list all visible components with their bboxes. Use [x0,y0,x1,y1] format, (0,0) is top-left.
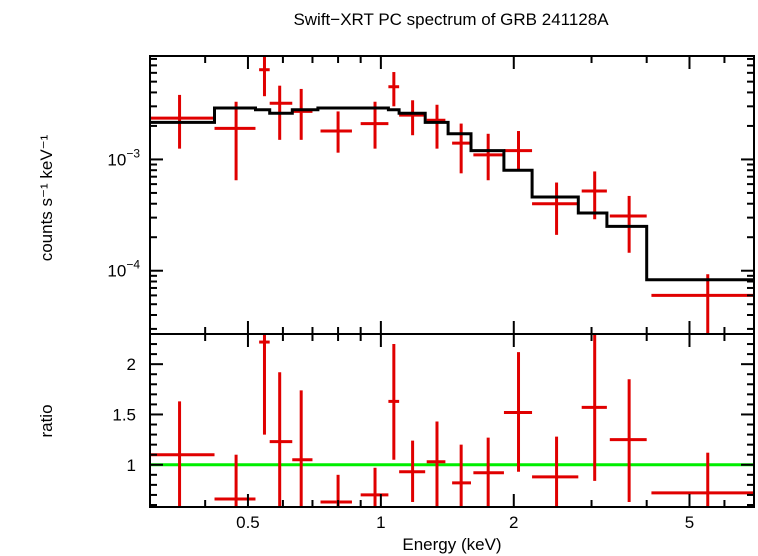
spectrum-data-layer [150,56,754,334]
energy-x-tick-label: 1 [376,513,385,532]
spectrum-data-point [388,72,400,107]
spectrum-data-point [360,101,389,149]
energy-x-tick-labels: 0.5 1 2 5 [236,513,694,532]
ratio-y-tick-label: 2 [127,355,136,374]
ratio-y-tick-label: 1 [127,456,136,475]
energy-x-tick-label: 0.5 [236,513,260,532]
spectrum-data-point [426,104,446,149]
spectrum-data-point [651,274,754,334]
spectrum-data-point [292,88,313,140]
ratio-data-point [532,436,579,507]
spectrum-panel-frame [149,55,755,335]
spectrum-y-axis-label: counts s⁻¹ keV⁻¹ [37,134,56,261]
spectrum-data-point [581,171,607,220]
spectrum-data-point [609,195,647,253]
ratio-data-point [503,352,533,472]
ratio-data-point [214,454,256,507]
spectrum-y-tick-label: 10−3 [107,146,140,169]
ratio-data-point [651,452,754,507]
ratio-data-point [609,379,647,502]
spectrum-y-tick-label: 10−4 [107,258,140,281]
ratio-data-layer [150,334,754,507]
energy-x-tick-label: 5 [685,513,694,532]
ratio-panel-frame [149,333,755,508]
ratio-data-point [320,474,352,507]
spectrum-data-point [399,100,426,136]
ratio-y-tick-label: 1.5 [112,405,136,424]
spectrum-ticks [149,56,755,334]
spectrum-data-point [452,123,471,174]
model-layer [150,106,754,282]
spectrum-y-tick-labels: 10−3 10−4 [107,146,140,280]
ratio-y-axis-label: ratio [37,404,56,437]
model-step-line [150,106,754,282]
chart-title: Swift−XRT PC spectrum of GRB 241128A [293,10,609,29]
ratio-data-point [150,401,215,507]
spectrum-data-point [473,133,504,181]
ratio-data-point [452,444,471,507]
ratio-ticks [149,333,755,507]
ratio-data-point [399,440,426,502]
spectrum-data-point [259,56,270,97]
ratio-data-point [473,437,504,507]
ratio-data-point [269,372,293,507]
ratio-data-point [388,344,400,460]
ratio-data-point [259,334,270,435]
ratio-data-point [292,390,313,507]
ratio-data-point [581,334,607,481]
spectrum-data-point [503,131,533,171]
spectrum-data-point [320,111,352,153]
ratio-y-tick-labels: 11.52 [112,355,136,475]
ratio-data-point [426,421,446,507]
spectrum-data-point [532,182,579,235]
spectrum-data-point [214,101,256,181]
energy-x-tick-label: 2 [509,513,518,532]
x-axis-label: Energy (keV) [402,535,501,554]
ratio-data-point [360,467,389,507]
